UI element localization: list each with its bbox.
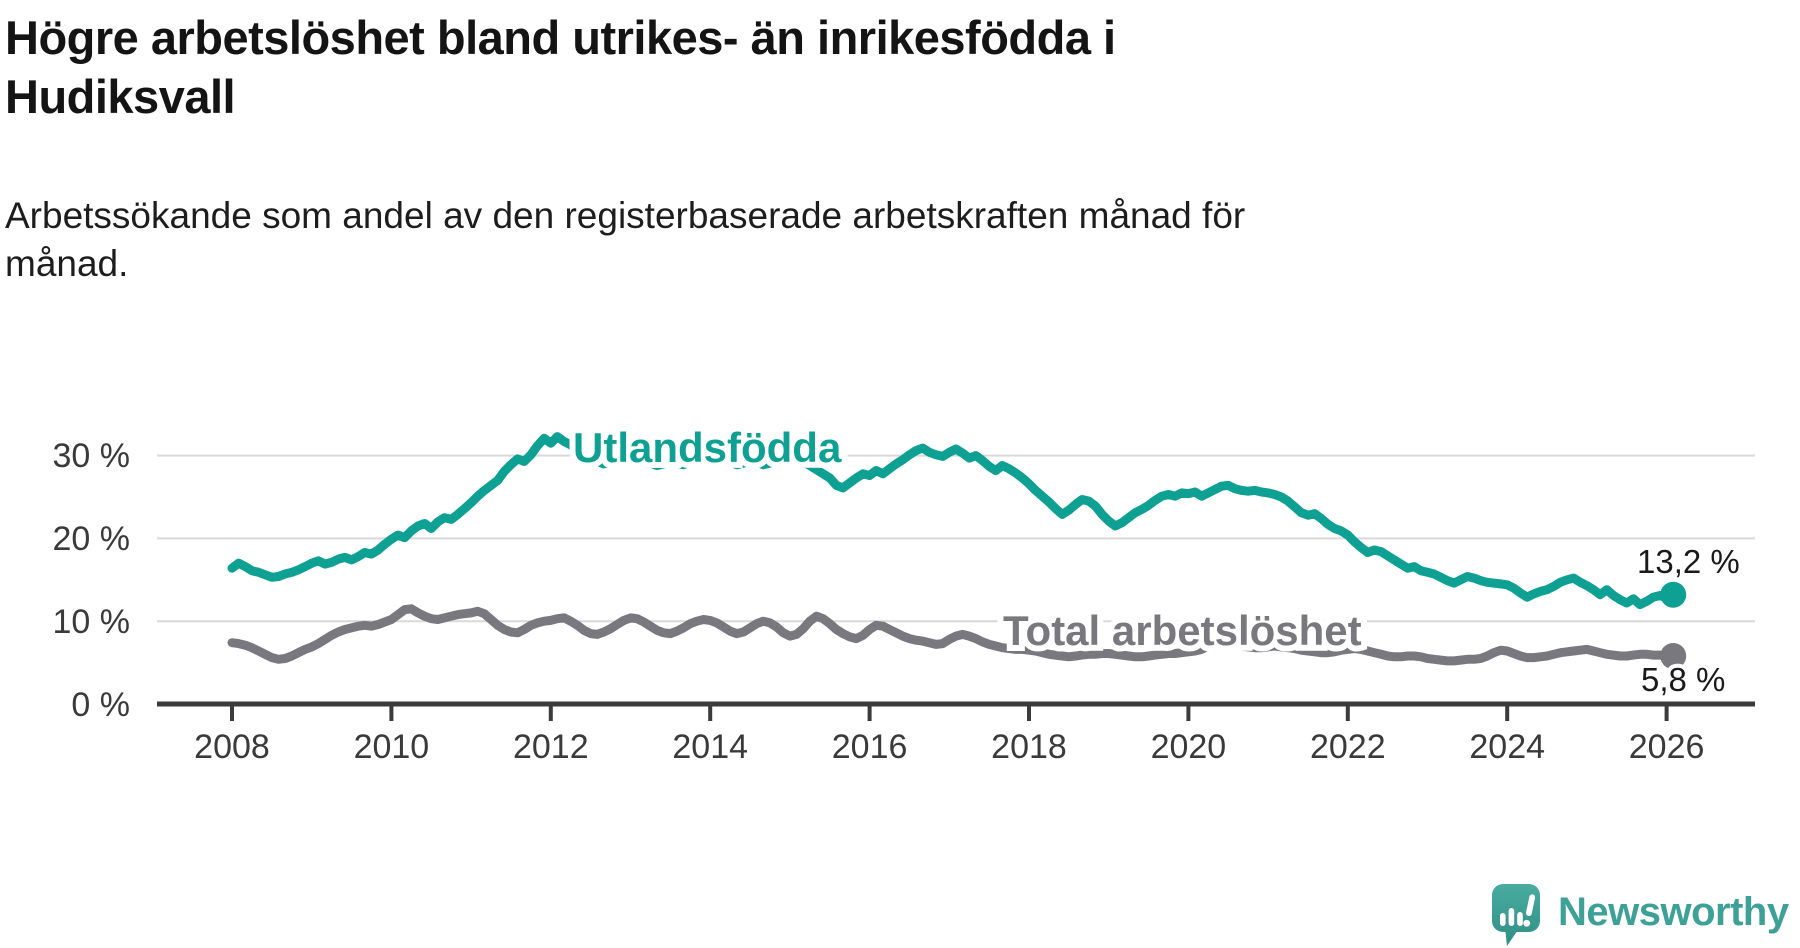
chart-subtitle: Arbetssökande som andel av den registerb… (5, 192, 1655, 288)
x-axis-labels: 2008 2010 2012 2014 2016 2018 2020 2022 … (194, 728, 1704, 766)
x-axis: 2008 2010 2012 2014 2016 2018 2020 2022 … (157, 701, 1755, 766)
endpoint-dot-utlandsfodda (1660, 581, 1687, 608)
x-tick-label-2014: 2014 (672, 728, 748, 766)
exclamation-glyph (1523, 894, 1536, 927)
series-label-total: Total arbetslöshet (1003, 607, 1362, 654)
y-tick-label-20: 20 % (53, 520, 131, 558)
end-value-label-total: 5,8 % (1641, 661, 1725, 698)
x-tick-label-2026: 2026 (1629, 728, 1705, 766)
page-title-line-2: Hudiksvall (5, 70, 236, 124)
y-tick-label-30: 30 % (53, 437, 131, 475)
chart-subtitle-line-1: Arbetssökande som andel av den registerb… (5, 195, 1246, 236)
x-tick-label-2010: 2010 (354, 728, 430, 766)
y-tick-label-0: 0 % (71, 686, 130, 724)
x-tick-label-2012: 2012 (513, 728, 589, 766)
newsworthy-logo-icon (1492, 884, 1540, 946)
x-axis-ticks (230, 706, 1669, 721)
x-tick-label-2024: 2024 (1469, 728, 1545, 766)
line-total-arbetsloshet (227, 604, 1678, 666)
line-utlandsfodda (227, 432, 1678, 610)
endpoint-dot-total (1660, 643, 1687, 669)
page-title: Högre arbetslöshet bland utrikes- än inr… (5, 8, 1405, 126)
gridlines (157, 454, 1755, 623)
y-tick-label-10: 10 % (53, 603, 131, 641)
page-title-line-1: Högre arbetslöshet bland utrikes- än inr… (5, 11, 1116, 64)
x-tick-label-2022: 2022 (1310, 728, 1386, 766)
branding: Newsworthy (1492, 884, 1789, 946)
chart-subtitle-line-2: månad. (5, 243, 129, 285)
newsworthy-wordmark: Newsworthy (1558, 890, 1789, 934)
series-lines (227, 432, 1687, 669)
bar-chart-glyph (1500, 908, 1523, 926)
y-axis-labels: 30 % 20 % 10 % 0 % (53, 437, 131, 724)
x-tick-label-2020: 2020 (1151, 728, 1227, 766)
x-tick-label-2016: 2016 (832, 728, 908, 766)
speech-bubble-shape (1492, 884, 1540, 946)
series-label-utlandsfodda: Utlandsfödda (573, 424, 842, 471)
x-tick-label-2008: 2008 (194, 728, 270, 766)
end-value-label-utlandsfodda: 13,2 % (1637, 543, 1740, 580)
x-tick-label-2018: 2018 (991, 728, 1067, 766)
